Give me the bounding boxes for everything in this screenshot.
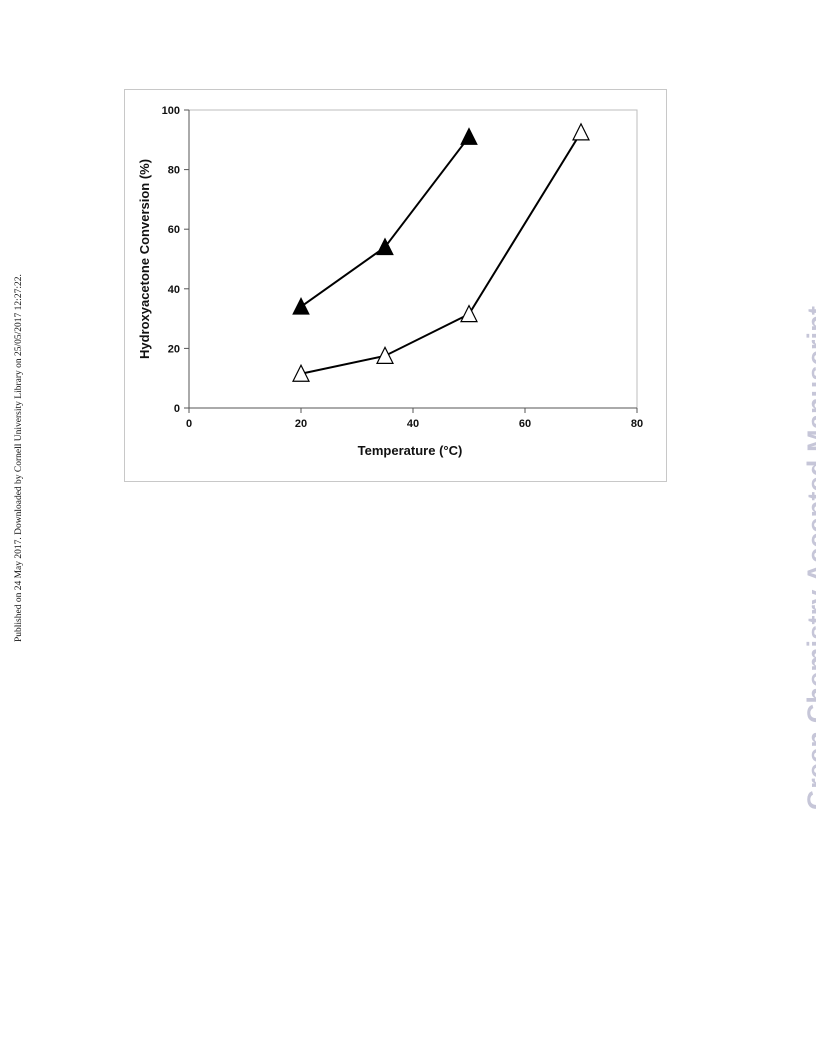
open-triangle-point [376, 346, 394, 364]
y-tick-label: 0 [174, 403, 180, 415]
x-tick-label: 60 [519, 418, 531, 430]
y-tick-label: 100 [162, 105, 180, 117]
filled-triangle-point [460, 127, 478, 145]
x-tick-label: 0 [186, 418, 192, 430]
x-tick-label: 20 [295, 418, 307, 430]
plot-area [188, 109, 638, 409]
y-tick-label: 80 [168, 165, 180, 177]
filled-triangle-point [376, 237, 394, 256]
y-tick-label: 20 [168, 343, 180, 355]
series-line [300, 136, 470, 308]
open-triangle-point [460, 304, 478, 323]
chart-svg: 0 20 40 60 80 0 20 40 60 80 100 Temperature (°C) H… [137, 105, 643, 458]
plot-border [188, 109, 638, 409]
publication-note-text: Published on 24 May 2017. Downloaded by … [14, 274, 24, 642]
watermark-text: Green Chemistry Accepted Manuscript [802, 305, 816, 810]
open-triangle-point [572, 122, 590, 141]
y-tick-label: 40 [168, 284, 180, 296]
x-axis-label: Temperature (°C) [358, 443, 463, 458]
x-tick-label: 80 [631, 418, 643, 430]
chart-figure: 0 20 40 60 80 0 20 40 60 80 100 Temperature (°C) H… [124, 89, 667, 482]
series-2 [292, 122, 590, 382]
axes: 0 20 40 60 80 0 20 40 60 80 100 [162, 105, 643, 430]
series-layer [292, 122, 590, 382]
x-tick-label: 40 [407, 418, 419, 430]
y-axis-label: Hydroxyacetone Conversion (%) [137, 159, 152, 359]
series-line [300, 131, 582, 375]
filled-triangle-point [292, 297, 310, 315]
series-1 [292, 127, 478, 315]
y-tick-label: 60 [168, 224, 180, 236]
open-triangle-point [292, 363, 310, 382]
